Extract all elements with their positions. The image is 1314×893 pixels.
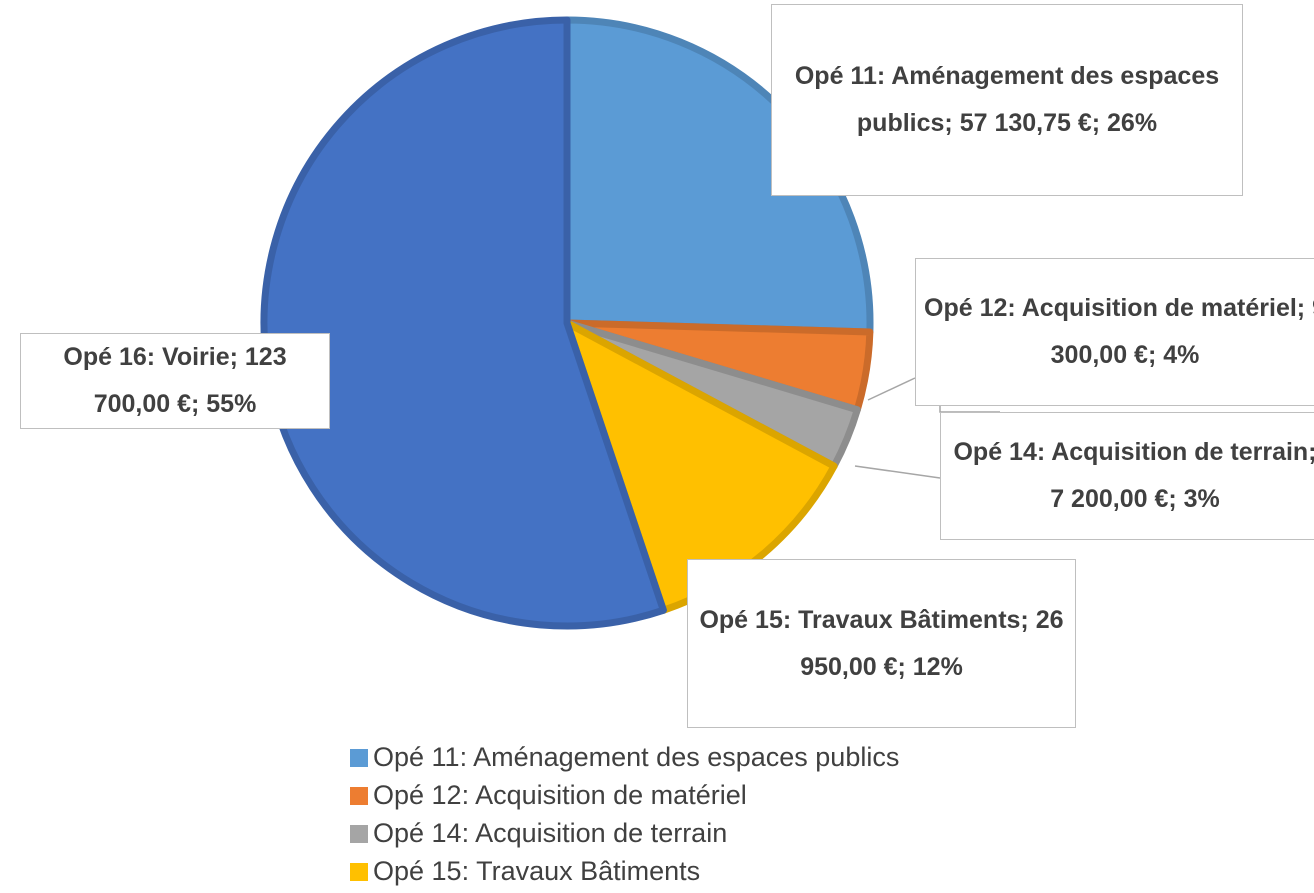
slice-group <box>563 319 838 614</box>
data-label: Opé 16: Voirie; 123 700,00 €; 55% <box>20 333 330 429</box>
legend-label: Opé 14: Acquisition de terrain <box>373 818 728 848</box>
legend-swatch <box>350 787 368 805</box>
legend-entry: Opé 11: Aménagement des espaces publics <box>350 738 899 776</box>
slice-border <box>563 319 838 614</box>
data-label: Opé 12: Acquisition de matériel; 9 300,0… <box>915 258 1314 406</box>
legend-entry: Opé 15: Travaux Bâtiments <box>350 852 700 890</box>
legend-label: Opé 15: Travaux Bâtiments <box>373 856 701 886</box>
legend-label: Opé 12: Acquisition de matériel <box>373 780 747 810</box>
legend-label: Opé 11: Aménagement des espaces publics <box>373 742 900 772</box>
leader-line <box>854 465 941 479</box>
legend-swatch <box>350 863 368 881</box>
leader-line <box>867 377 916 401</box>
data-label: Opé 14: Acquisition de terrain; 7 200,00… <box>940 412 1314 540</box>
legend-entry: Opé 14: Acquisition de terrain <box>350 814 727 852</box>
legend-swatch <box>350 825 368 843</box>
slice <box>563 319 838 614</box>
legend-swatch <box>350 749 368 767</box>
data-label: Opé 15: Travaux Bâtiments; 26 950,00 €; … <box>687 559 1076 728</box>
legend-entry: Opé 12: Acquisition de matériel <box>350 776 747 814</box>
data-label: Opé 11: Aménagement des espaces publics;… <box>771 4 1243 196</box>
